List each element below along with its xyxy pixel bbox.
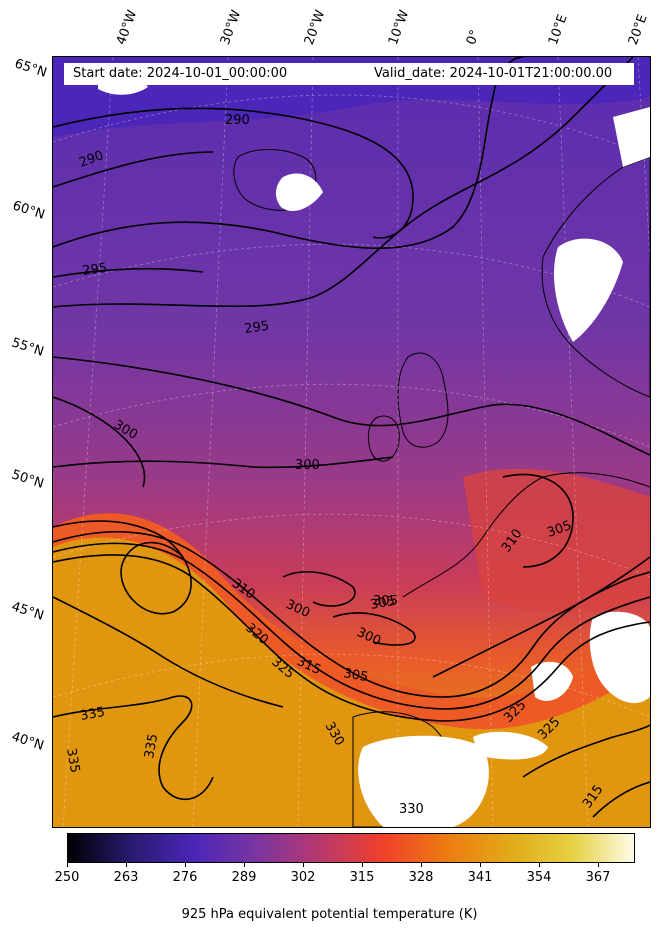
colorbar-tick <box>244 862 245 867</box>
colorbar-tick <box>362 862 363 867</box>
colorbar-tick-label: 315 <box>349 870 375 885</box>
scandinavia <box>541 156 650 398</box>
longitude-label: 0° <box>463 27 484 47</box>
valid-date-label: Valid_date: 2024-10-01T21:00:00.00 <box>374 66 613 81</box>
contour-label: 335 <box>79 705 106 724</box>
contour-label: 295 <box>243 319 270 337</box>
latitude-label: 55°N <box>9 335 46 360</box>
continent-coast <box>402 472 650 598</box>
colorbar-tick <box>67 862 68 867</box>
longitude-label: 40°W <box>113 8 141 47</box>
colorbar-tick <box>598 862 599 867</box>
colorbar-tick <box>185 862 186 867</box>
colorbar-tick-label: 263 <box>113 870 139 885</box>
longitude-label: 10°W <box>385 8 413 47</box>
colorbar-tick-label: 328 <box>408 870 434 885</box>
contour-label: 305 <box>369 594 396 613</box>
longitude-label: 30°W <box>217 8 245 47</box>
longitude-label: 10°E <box>545 12 571 48</box>
missing-data-patch <box>553 238 623 342</box>
map-area: 290 290 295 295 300 300 300 300 305 305 … <box>52 56 651 828</box>
missing-data-patch <box>589 611 650 704</box>
missing-data-patch <box>531 661 573 701</box>
missing-data-patch <box>358 735 489 827</box>
british-isles <box>397 352 449 448</box>
latitude-label: 40°N <box>9 729 46 754</box>
colorbar-tick-label: 289 <box>231 870 257 885</box>
colorbar-tick <box>480 862 481 867</box>
contour-label: 335 <box>142 733 161 760</box>
colorbar-tick-label: 276 <box>172 870 198 885</box>
longitude-label: 20°E <box>625 12 651 48</box>
missing-data-patch <box>613 107 650 167</box>
colorbar-tick <box>303 862 304 867</box>
colorbar-tick-label: 302 <box>290 870 316 885</box>
colorbar-tick <box>421 862 422 867</box>
hot-continent <box>463 468 650 612</box>
hot-band <box>53 513 650 730</box>
map-canvas: 290 290 295 295 300 300 300 300 305 305 … <box>53 57 650 827</box>
colorbar-title: 925 hPa equivalent potential temperature… <box>181 907 478 922</box>
contour-label: 305 <box>373 594 398 609</box>
contour-lines <box>53 57 650 818</box>
contour-label: 290 <box>225 113 250 128</box>
header-bar <box>64 63 634 85</box>
latitude-label: 50°N <box>9 467 46 492</box>
colorbar-tick <box>126 862 127 867</box>
contour-label: 330 <box>399 802 424 817</box>
latitude-label: 60°N <box>10 198 47 223</box>
contour-label: 335 <box>63 747 82 774</box>
longitude-label: 20°W <box>301 8 329 47</box>
colorbar-tick-label: 367 <box>585 870 611 885</box>
latitude-label: 45°N <box>9 599 46 624</box>
missing-data-patch <box>473 731 548 760</box>
colorbar-tick-label: 250 <box>54 870 80 885</box>
missing-data-patch <box>275 173 323 212</box>
start-date-label: Start date: 2024-10-01_00:00:00 <box>73 66 288 81</box>
contour-label: 295 <box>81 261 108 279</box>
graticule <box>53 57 650 827</box>
contour-label: 305 <box>342 666 369 685</box>
colorbar-tick <box>539 862 540 867</box>
latitude-label: 65°N <box>12 56 49 81</box>
colorbar-tick-label: 341 <box>467 870 493 885</box>
colorbar-tick-label: 354 <box>526 870 552 885</box>
contour-label: 300 <box>295 458 320 473</box>
ireland <box>367 415 400 462</box>
colorbar <box>67 833 635 863</box>
